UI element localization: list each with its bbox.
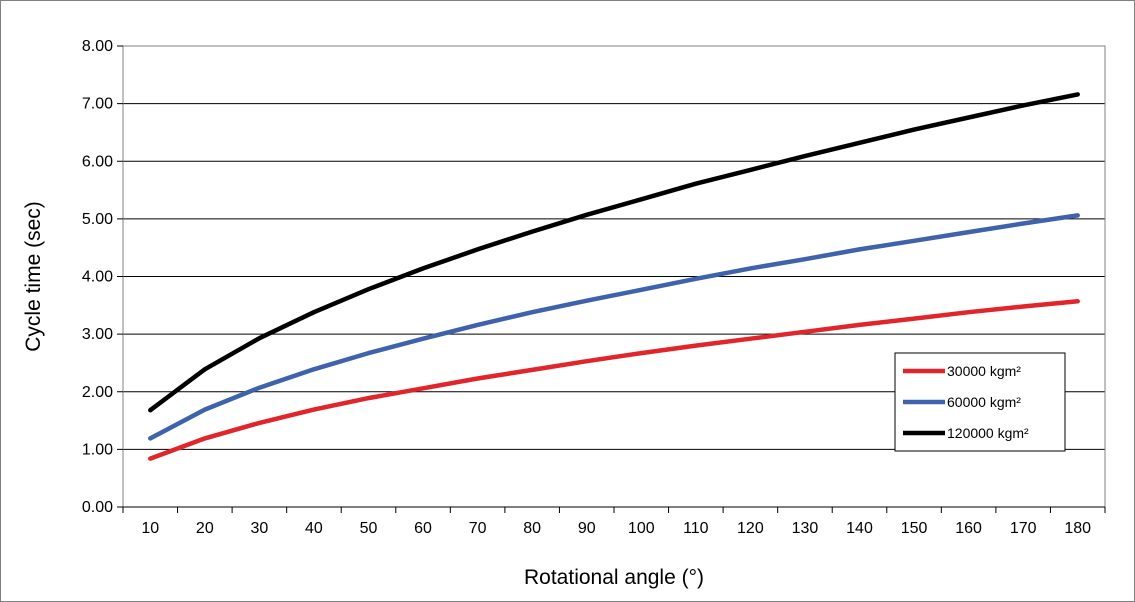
y-tick-label: 7.00 <box>82 96 113 113</box>
x-tick-label: 90 <box>578 520 596 537</box>
y-tick-label: 8.00 <box>82 38 113 55</box>
x-tick-label: 60 <box>414 520 432 537</box>
y-axis-title: Cycle time (sec) <box>22 201 45 352</box>
x-tick-label: 100 <box>628 520 655 537</box>
y-tick-label: 0.00 <box>82 499 113 516</box>
x-tick-label: 30 <box>250 520 268 537</box>
y-tick-label: 5.00 <box>82 211 113 228</box>
x-tick-label: 40 <box>305 520 323 537</box>
x-tick-label: 180 <box>1064 520 1091 537</box>
y-tick-label: 3.00 <box>82 326 113 343</box>
series-line <box>148 299 1080 461</box>
legend-label: 30000 kgm² <box>947 363 1021 379</box>
x-tick-label: 120 <box>737 520 764 537</box>
series-line <box>148 92 1080 413</box>
legend-label: 120000 kgm² <box>947 425 1029 441</box>
x-tick-label: 130 <box>792 520 819 537</box>
x-tick-label: 20 <box>196 520 214 537</box>
legend: 30000 kgm² 60000 kgm² 120000 kgm² <box>894 352 1066 452</box>
x-tick-label: 80 <box>523 520 541 537</box>
x-axis: 10 20 30 40 50 60 70 80 90 100 110 120 130 140 150 160 1… <box>122 506 1106 537</box>
legend-label: 60000 kgm² <box>947 394 1021 410</box>
x-tick-label: 140 <box>846 520 873 537</box>
y-tick-label: 2.00 <box>82 384 113 401</box>
x-tick-label: 110 <box>683 520 709 537</box>
x-tick-label: 150 <box>901 520 928 537</box>
y-tick-label: 4.00 <box>82 269 113 286</box>
y-tick-label: 6.00 <box>82 153 113 170</box>
x-tick-label: 160 <box>955 520 982 537</box>
series-line <box>148 213 1080 441</box>
x-tick-label: 50 <box>360 520 378 537</box>
y-tick-label: 1.00 <box>82 441 113 458</box>
x-tick-label: 170 <box>1010 520 1037 537</box>
x-tick-label: 70 <box>469 520 487 537</box>
y-axis: 0.00 1.00 2.00 3.00 4.00 5.00 6.00 7.00 8.00 <box>82 38 123 516</box>
x-axis-title: Rotational angle (°) <box>524 566 704 589</box>
series-lines <box>148 92 1080 461</box>
x-tick-label: 10 <box>141 520 159 537</box>
